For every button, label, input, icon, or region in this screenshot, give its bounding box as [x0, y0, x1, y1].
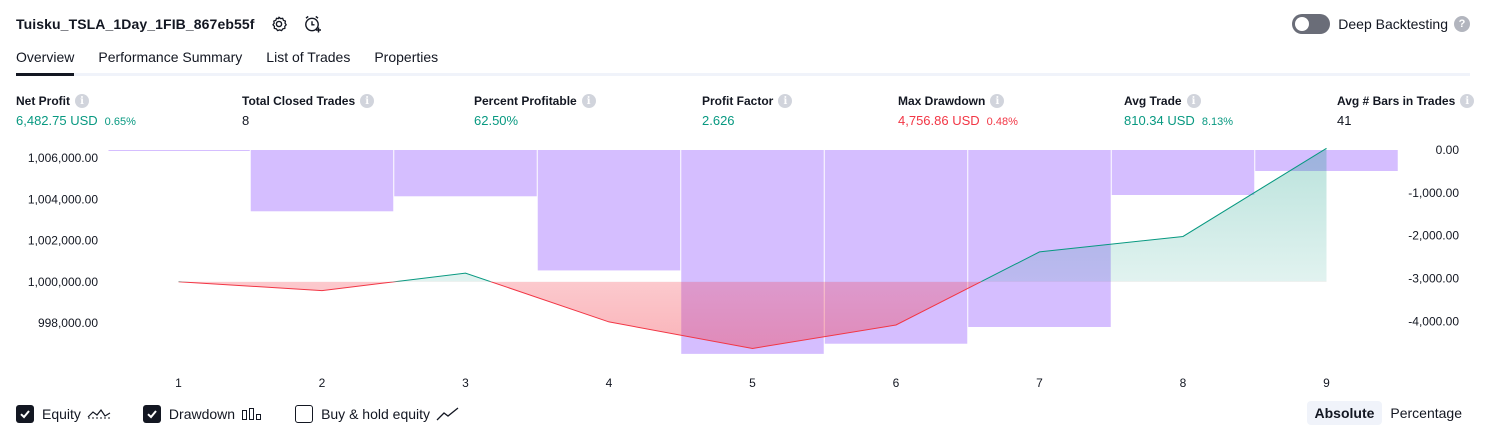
legend-buy-hold-equity[interactable]: Buy & hold equity — [295, 405, 460, 423]
drawdown-bar — [108, 150, 250, 151]
left-axis: 1,006,000.00 1,004,000.00 1,002,000.00 1,00… — [28, 151, 98, 330]
equity-line-below — [178, 281, 982, 349]
x-axis: 1 2 3 4 5 6 7 8 9 — [175, 376, 1330, 390]
equity-loss-area — [178, 281, 1327, 349]
gear-icon[interactable] — [269, 14, 289, 34]
equity-line — [178, 147, 1327, 349]
x-axis-tick-label: 9 — [1323, 376, 1330, 390]
info-icon[interactable]: i — [581, 94, 596, 108]
drawdown-bar — [968, 150, 1111, 327]
help-icon[interactable]: ? — [1454, 16, 1470, 32]
stat-label: Avg Trade — [1124, 94, 1182, 108]
legend-label: Drawdown — [168, 406, 236, 422]
drawdown-bar — [1111, 150, 1255, 195]
drawdown-bar — [537, 150, 681, 271]
checkbox-checked-icon[interactable] — [16, 405, 34, 423]
equity-profit-area — [394, 148, 1327, 282]
right-axis-tick-label: -1,000.00 — [1408, 186, 1459, 200]
stat-percent: 0.48% — [986, 116, 1018, 128]
right-axis: 0.00 -1,000.00 -2,000.00 -3,000.00 -4,000.00 — [1408, 143, 1459, 328]
stat-percent: 8.13% — [1201, 116, 1234, 128]
info-icon[interactable]: i — [75, 94, 89, 108]
stat-label: Total Closed Trades — [242, 94, 356, 108]
stat-avg-trade: Avg Trade i 810.34 USD 8.13% — [1124, 93, 1233, 129]
stat-percent-profitable: Percent Profitable i 62.50% — [474, 93, 596, 129]
deep-backtesting-toggle[interactable] — [1292, 14, 1331, 34]
deep-backtesting: Deep Backtesting ? — [1292, 12, 1470, 36]
left-axis-tick-label: 1,000,000.00 — [28, 275, 98, 289]
stat-net-profit: Net Profit i 6,482.75 USD 0.65% — [16, 93, 136, 129]
legend-drawdown[interactable]: Drawdown — [142, 405, 263, 423]
stat-value: 62.50% — [474, 113, 519, 128]
x-axis-tick-label: 3 — [462, 376, 469, 390]
stat-value: 41 — [1337, 113, 1352, 128]
stat-value: 810.34 USD — [1124, 113, 1195, 128]
info-icon[interactable]: i — [1186, 94, 1201, 108]
equity-fill — [178, 148, 1327, 349]
deep-backtesting-label: Deep Backtesting — [1338, 16, 1448, 32]
stat-percent: 0.65% — [104, 116, 136, 128]
checkbox-unchecked-icon[interactable] — [295, 405, 314, 423]
right-axis-tick-label: -2,000.00 — [1408, 229, 1459, 243]
stat-profit-factor: Profit Factor i 2.626 — [702, 93, 793, 129]
x-axis-tick-label: 7 — [1036, 376, 1043, 390]
info-icon[interactable]: i — [1460, 94, 1475, 108]
toggle-knob — [1295, 17, 1310, 31]
left-axis-tick-label: 1,004,000.00 — [28, 192, 98, 206]
tab-list-of-trades[interactable]: List of Trades — [266, 49, 351, 65]
stat-label: Percent Profitable — [474, 94, 577, 108]
strategy-title: Tuisku_TSLA_1Day_1FIB_867eb55f — [16, 16, 255, 32]
x-axis-tick-label: 4 — [606, 376, 613, 390]
right-axis-tick-label: -3,000.00 — [1408, 272, 1459, 286]
mode-absolute[interactable]: Absolute — [1306, 401, 1383, 425]
tab-performance-summary[interactable]: Performance Summary — [98, 49, 243, 65]
add-alert-clock-icon[interactable] — [303, 14, 323, 34]
x-axis-tick-label: 6 — [893, 376, 900, 390]
tab-properties[interactable]: Properties — [374, 49, 439, 65]
stat-value: 2.626 — [702, 113, 735, 128]
stat-label: Max Drawdown — [898, 94, 986, 108]
buy-hold-line-icon — [436, 406, 460, 422]
left-axis-tick-label: 1,006,000.00 — [28, 151, 98, 165]
drawdown-bar — [394, 150, 537, 197]
info-icon[interactable]: i — [990, 94, 1005, 108]
drawdown-bar — [250, 150, 394, 212]
drawdown-bars-icon — [241, 406, 263, 422]
stat-label: Avg # Bars in Trades — [1337, 94, 1456, 108]
right-axis-tick-label: -4,000.00 — [1408, 314, 1459, 328]
x-axis-tick-label: 1 — [175, 376, 182, 390]
checkbox-checked-icon[interactable] — [142, 405, 161, 423]
value-mode-switch: Absolute Percentage — [1306, 401, 1471, 425]
stat-value: 6,482.75 USD — [16, 113, 98, 128]
equity-line-icon — [87, 406, 111, 422]
left-axis-tick-label: 998,000.00 — [38, 316, 98, 330]
equity-line-above — [178, 147, 1327, 282]
legend-label: Buy & hold equity — [321, 406, 431, 422]
strategy-header: Tuisku_TSLA_1Day_1FIB_867eb55f — [16, 12, 323, 36]
stat-label: Net Profit — [16, 94, 70, 108]
stat-total-closed-trades: Total Closed Trades i 8 — [242, 93, 375, 129]
right-axis-tick-label: 0.00 — [1436, 143, 1460, 157]
left-axis-tick-label: 1,002,000.00 — [28, 234, 98, 248]
x-axis-tick-label: 8 — [1180, 376, 1187, 390]
equity-drawdown-chart[interactable]: 1,006,000.00 1,004,000.00 1,002,000.00 1,00… — [0, 140, 1486, 400]
legend-equity[interactable]: Equity — [16, 405, 111, 423]
chart-legend: Equity Drawdown Buy & hold equity — [16, 403, 492, 425]
info-icon[interactable]: i — [360, 94, 375, 108]
info-icon[interactable]: i — [778, 94, 793, 108]
mode-percentage[interactable]: Percentage — [1390, 405, 1462, 421]
stat-label: Profit Factor — [702, 94, 774, 108]
stat-value: 8 — [242, 113, 250, 128]
stat-max-drawdown: Max Drawdown i 4,756.86 USD 0.48% — [898, 93, 1018, 129]
stat-avg-bars-in-trades: Avg # Bars in Trades i 41 — [1337, 93, 1475, 129]
legend-label: Equity — [42, 406, 81, 422]
tab-bar: Overview Performance Summary List of Tra… — [16, 46, 1470, 76]
x-axis-tick-label: 5 — [749, 376, 756, 390]
x-axis-tick-label: 2 — [319, 376, 326, 390]
stat-value: 4,756.86 USD — [898, 113, 980, 128]
tab-overview[interactable]: Overview — [16, 46, 75, 76]
